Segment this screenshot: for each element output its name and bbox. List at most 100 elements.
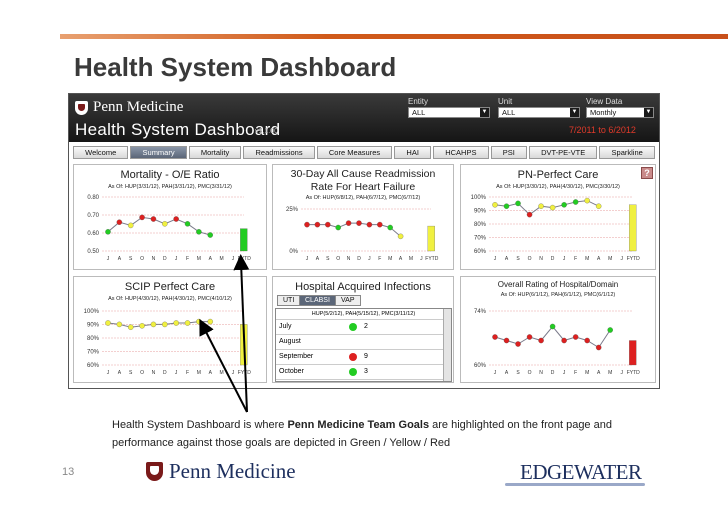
row-month: July [279, 323, 292, 330]
y-tick-label: 60% [87, 363, 100, 369]
entity-label: Entity [408, 97, 429, 106]
data-point [584, 197, 590, 204]
x-tick-label: D [551, 256, 555, 262]
series-line [107, 321, 211, 328]
x-tick-label: O [528, 256, 532, 262]
row-month: August [279, 338, 301, 345]
unit-select[interactable]: ALL ▼ [498, 107, 580, 118]
scrollbar[interactable] [443, 309, 451, 381]
y-tick-label: 100% [471, 195, 487, 201]
scip-panel[interactable]: SCIP Perfect Care As Of: HUP(4/30/12), P… [73, 276, 267, 383]
x-tick-label: N [347, 256, 351, 262]
help-icon[interactable]: ? [641, 167, 653, 179]
data-point [607, 327, 613, 333]
data-point [127, 324, 134, 330]
data-point [196, 229, 202, 235]
entity-select[interactable]: ALL ▼ [408, 107, 490, 118]
hai-rows: July 2 August September 9 October 3 [276, 320, 451, 380]
x-tick-label: M [388, 256, 392, 262]
table-row[interactable]: September 9 [276, 350, 451, 365]
overall-svg: 74% 60% J A S O N D J F M A M J FYTD [474, 309, 640, 376]
x-tick-label: O [528, 370, 532, 376]
status-dot [349, 368, 357, 376]
row-value: 9 [364, 353, 368, 360]
y-tick-label: 90% [474, 209, 487, 215]
data-point [105, 229, 111, 235]
table-row[interactable]: July 2 [276, 320, 451, 335]
tab-hai[interactable]: HAI [394, 146, 432, 159]
data-point [345, 220, 352, 226]
x-tick-label: M [608, 370, 612, 376]
fytd-bar [240, 228, 248, 252]
x-tick-label: J [563, 256, 566, 262]
view-data-select[interactable]: Monthly ▼ [586, 107, 654, 118]
tab-welcome[interactable]: Welcome [73, 146, 129, 159]
data-point [105, 320, 111, 326]
data-point [150, 216, 157, 222]
tab-readmissions[interactable]: Readmissions [243, 146, 315, 159]
view-data-value: Monthly [590, 108, 617, 117]
data-point [139, 214, 145, 221]
x-tick-label: J [494, 256, 497, 262]
x-tick-label: J [232, 370, 235, 376]
caption-bold: Penn Medicine Team Goals [287, 419, 430, 431]
tab-psi[interactable]: PSI [490, 146, 527, 159]
table-row[interactable]: October 3 [276, 365, 451, 380]
data-point [503, 337, 510, 344]
data-point [572, 199, 579, 205]
x-tick-label: M [197, 256, 201, 262]
table-row[interactable]: August [276, 335, 451, 350]
hai-panel[interactable]: Hospital Acquired Infections UTI CLABSI … [272, 276, 454, 383]
panel-title: Rate For Heart Failure [310, 181, 416, 193]
x-tick-label: N [539, 256, 543, 262]
tab-core-measures[interactable]: Core Measures [316, 146, 393, 159]
x-tick-label: F [378, 256, 381, 262]
page-number: 13 [62, 466, 75, 478]
chevron-down-icon: ▼ [480, 108, 489, 117]
dashboard-screenshot: Penn Medicine Health System Dashboard v1… [68, 93, 660, 389]
data-point [549, 204, 556, 211]
y-tick-label: 0.80 [87, 195, 99, 201]
slide-title: Health System Dashboard [74, 52, 397, 82]
fytd-bar [427, 225, 435, 252]
x-tick-label: N [152, 256, 156, 262]
data-point [162, 321, 168, 328]
app-version: v1.1.00 [255, 128, 278, 135]
series-line [107, 216, 211, 236]
data-point [492, 202, 498, 208]
status-dot [349, 323, 357, 331]
chevron-down-icon: ▼ [570, 108, 579, 117]
x-tick-label: A [209, 256, 213, 262]
data-point [526, 334, 533, 340]
x-tick-label: A [118, 370, 122, 376]
x-tick-label: M [220, 370, 224, 376]
data-point [584, 337, 590, 344]
x-tick-label: D [357, 256, 361, 262]
overall-rating-panel[interactable]: Overall Rating of Hospital/Domain As Of:… [460, 276, 656, 383]
x-tick-label: A [505, 256, 509, 262]
data-point [314, 221, 321, 228]
tab-hcahps[interactable]: HCAHPS [433, 146, 489, 159]
as-of-text: As Of: HUP(3/30/12), PAH(4/30/12), PMC(3… [496, 184, 620, 190]
pn-chart: 100% 90% 80% 70% 60% J A S O N D J F M A M J FYTD [463, 191, 655, 267]
tab-sparkline[interactable]: Sparkline [599, 146, 655, 159]
x-tick-label: J [620, 370, 623, 376]
tab-dvt-pe-vte[interactable]: DVT-PE-VTE [528, 146, 598, 159]
status-dot [349, 353, 357, 361]
x-tick-label: J [175, 370, 178, 376]
title-accent-bar [60, 34, 728, 39]
tab-summary[interactable]: Summary [130, 146, 187, 159]
x-tick-label: F [186, 256, 189, 262]
tab-mortality[interactable]: Mortality [188, 146, 242, 159]
subtab-vap[interactable]: VAP [335, 295, 361, 306]
y-tick-label: 0.70 [87, 213, 99, 219]
x-tick-label: A [316, 256, 320, 262]
readmission-svg: 25%0%J A S O N D J F M A M J FYTD [286, 207, 439, 262]
mortality-panel[interactable]: Mortality - O/E Ratio As Of: HUP(3/31/12… [73, 164, 267, 270]
data-point [561, 337, 567, 344]
data-point [173, 320, 179, 326]
y-tick-label: 80% [87, 336, 100, 342]
readmission-panel[interactable]: 30-Day All Cause Readmission Rate For He… [272, 164, 454, 270]
data-point [515, 341, 521, 347]
pn-panel[interactable]: ? PN-Perfect Care As Of: HUP(3/30/12), P… [460, 164, 656, 270]
